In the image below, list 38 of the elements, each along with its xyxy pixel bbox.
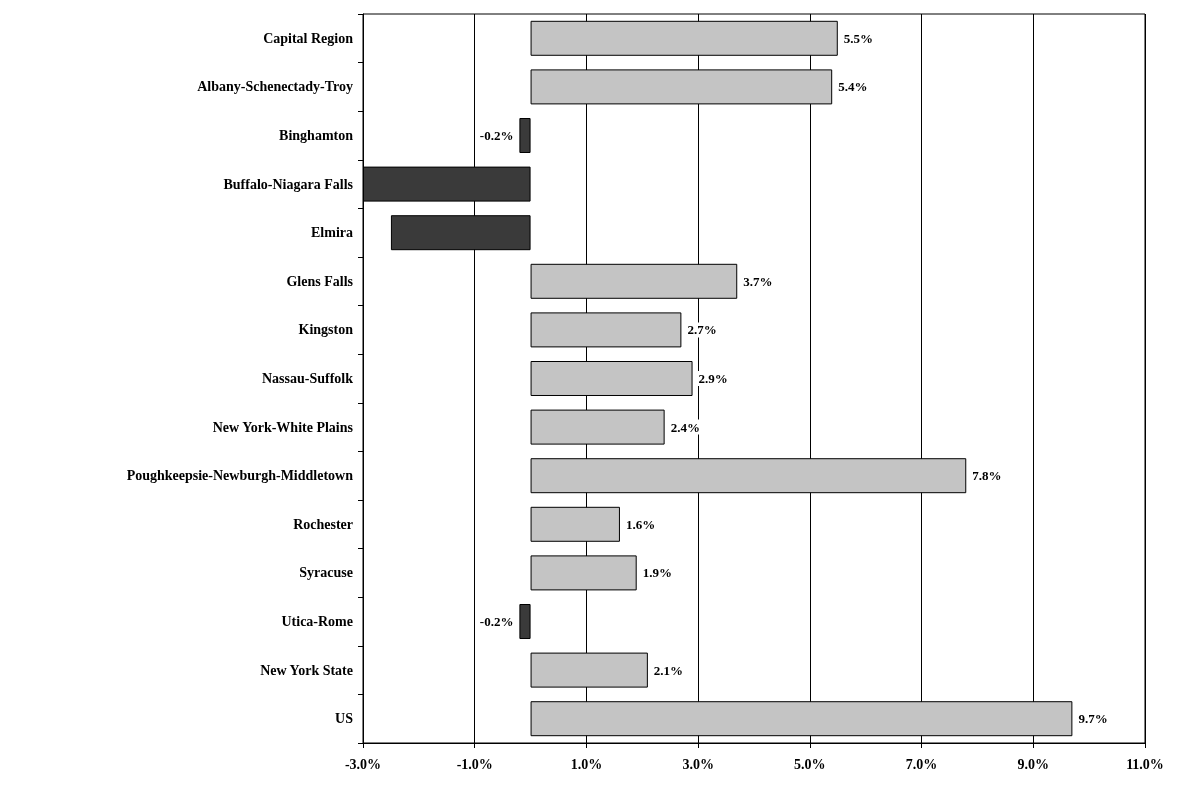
data-label: 3.7% — [743, 273, 773, 289]
y-tick-label: US — [335, 711, 354, 727]
x-tick-label: 3.0% — [682, 756, 714, 772]
bar — [519, 604, 531, 639]
x-tick-label: 7.0% — [905, 756, 938, 772]
data-label: 2.1% — [653, 662, 684, 678]
y-tick-label: Utica-Rome — [281, 614, 353, 629]
y-tick-label: Elmira — [311, 225, 353, 241]
y-tick-label: Poughkeepsie-Newburgh-Middletown — [126, 468, 354, 484]
y-tick-label: Kingston — [298, 322, 354, 338]
x-tick-label: 1.0% — [570, 756, 603, 772]
y-tick-label: New York State — [260, 662, 353, 678]
y-tick-label: Buffalo-Niagara Falls — [223, 176, 354, 192]
y-tick-label: Albany-Schenectady-Troy — [197, 79, 353, 95]
data-label: 1.9% — [642, 565, 672, 581]
data-label: 9.7% — [1078, 711, 1108, 727]
x-tick-label: -1.0% — [456, 756, 493, 772]
data-label: 5.5% — [843, 30, 874, 46]
bar — [519, 118, 531, 153]
data-label: 2.7% — [687, 322, 717, 338]
data-label: 2.4% — [670, 419, 700, 435]
x-tick-label: -3.0% — [344, 756, 382, 772]
data-label: 2.9% — [698, 371, 728, 386]
data-label: 7.8% — [972, 468, 1002, 484]
y-tick-label: Nassau-Suffolk — [261, 371, 354, 386]
y-tick-label: Glens Falls — [286, 273, 354, 289]
data-label: -0.2% — [479, 128, 514, 143]
x-tick-label: 5.0% — [794, 756, 826, 772]
data-label: 5.4% — [838, 79, 868, 95]
x-tick-label: 9.0% — [1017, 756, 1050, 772]
y-tick-label: New York-White Plains — [212, 419, 354, 435]
y-tick-label: Syracuse — [299, 565, 353, 581]
y-tick-label: Rochester — [293, 516, 353, 532]
y-tick-label: Binghamton — [279, 128, 354, 143]
x-tick-label: 11.0% — [1126, 756, 1164, 772]
data-label: 1.6% — [625, 516, 656, 532]
data-label: -0.2% — [479, 614, 514, 629]
y-tick-label: Capital Region — [263, 30, 354, 46]
